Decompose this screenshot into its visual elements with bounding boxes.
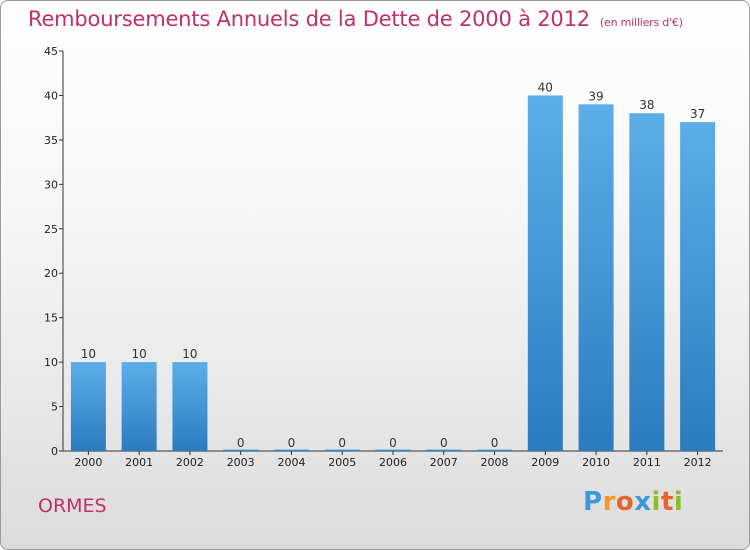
proxiti-logo[interactable]: Proxiti [583, 487, 683, 517]
labels: 2000 10 2001 10 2002 10 2003 0 2004 0 2005 0 2006 0 20… [74, 80, 711, 469]
bar [527, 95, 563, 451]
x-tick-label: 2002 [176, 456, 204, 469]
x-tick-label: 2007 [430, 456, 458, 469]
y-tick-label: 45 [44, 45, 58, 58]
x-tick-label: 2003 [227, 456, 255, 469]
y-tick-label: 0 [51, 445, 58, 458]
data-label: 10 [81, 347, 96, 361]
x-tick-label: 2006 [379, 456, 407, 469]
x-tick-label: 2005 [328, 456, 356, 469]
logo-letter: i [673, 487, 684, 517]
commune-name: ORMES [38, 495, 107, 517]
data-label: 37 [690, 107, 705, 121]
logo-letter: x [634, 487, 652, 517]
x-tick-label: 2012 [684, 456, 712, 469]
chart-title: Remboursements Annuels de la Dette de 20… [28, 7, 683, 31]
bar [629, 113, 665, 451]
data-label: 10 [132, 347, 147, 361]
x-tick-label: 2000 [74, 456, 102, 469]
x-tick-label: 2009 [531, 456, 559, 469]
x-tick-label: 2008 [481, 456, 509, 469]
y-tick-label: 35 [44, 134, 58, 147]
y-tick-label: 30 [44, 178, 58, 191]
bar [273, 449, 309, 451]
data-label: 0 [237, 436, 245, 450]
bar [477, 449, 513, 451]
logo-letter: P [583, 487, 603, 517]
y-tick-label: 10 [44, 356, 58, 369]
data-label: 0 [440, 436, 448, 450]
y-tick-label: 25 [44, 223, 58, 236]
bar [426, 449, 462, 451]
bar [578, 104, 614, 451]
y-tick-label: 5 [51, 401, 58, 414]
data-label: 0 [389, 436, 397, 450]
bar [324, 449, 360, 451]
bar [375, 449, 411, 451]
data-label: 0 [288, 436, 296, 450]
bar [223, 449, 259, 451]
logo-letter: o [615, 487, 635, 517]
y-tick-label: 20 [44, 267, 58, 280]
bars [70, 95, 716, 451]
y-tick-label: 40 [44, 89, 58, 102]
x-tick-label: 2001 [125, 456, 153, 469]
chart-title-text: Remboursements Annuels de la Dette de 20… [28, 7, 590, 31]
data-label: 39 [588, 89, 603, 103]
bar [680, 122, 716, 451]
x-tick-label: 2011 [633, 456, 661, 469]
bar [70, 362, 106, 451]
logo-letter: i [651, 487, 661, 517]
chart-unit: (en milliers d'€) [599, 16, 683, 29]
data-label: 10 [182, 347, 197, 361]
y-tick-label: 15 [44, 312, 58, 325]
data-label: 40 [538, 80, 553, 94]
logo-letter: t [660, 487, 674, 517]
bar [172, 362, 208, 451]
x-tick-label: 2004 [277, 456, 305, 469]
data-label: 0 [491, 436, 499, 450]
data-label: 38 [639, 98, 654, 112]
bar [121, 362, 157, 451]
data-label: 0 [338, 436, 346, 450]
x-tick-label: 2010 [582, 456, 610, 469]
logo-letter: r [602, 487, 616, 517]
